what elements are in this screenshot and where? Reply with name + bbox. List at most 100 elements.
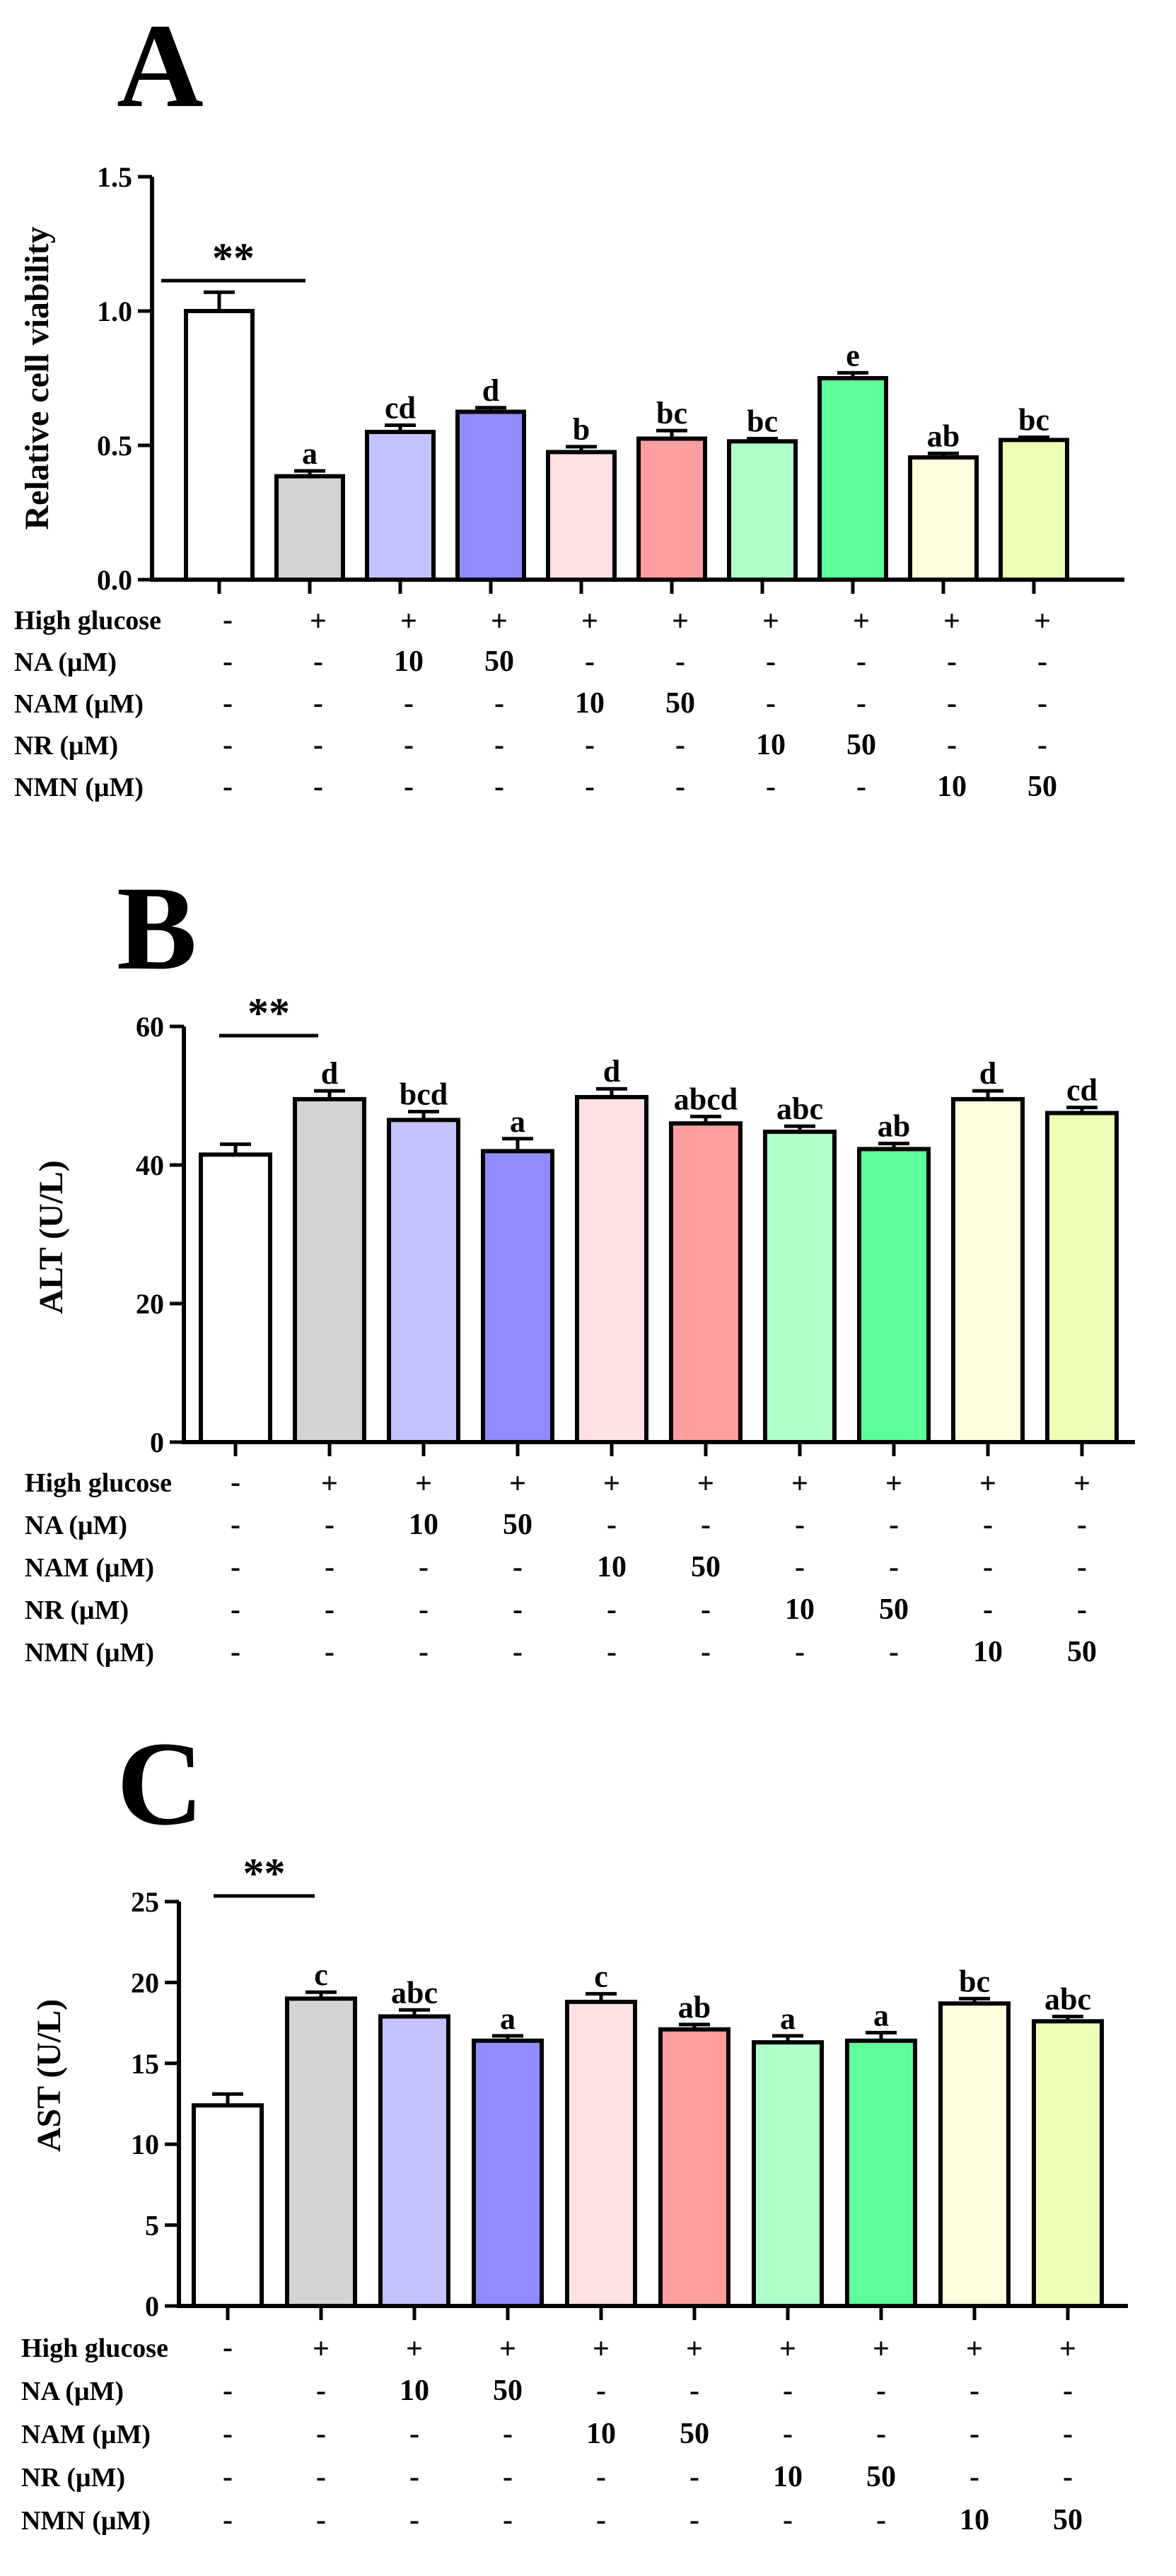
treatment-cell: + [1034, 605, 1051, 638]
treatment-cell: - [701, 1593, 711, 1626]
treatment-cell: + [1059, 2333, 1076, 2365]
bar [274, 474, 345, 582]
treatment-row-label: NA (μM) [14, 648, 117, 677]
treatment-row-label: High glucose [21, 2334, 168, 2363]
bar [908, 455, 979, 582]
treatment-cell: - [503, 2504, 513, 2536]
treatment-cell: - [494, 687, 504, 720]
panel-b-treatment-table: High glucose - + + + + + + + + + NA (μM) - - 10 50 - - - - -… [25, 1466, 1097, 1668]
treatment-cell: + [873, 2333, 890, 2365]
treatment-cell: + [509, 1468, 526, 1500]
bar [817, 376, 888, 582]
treatment-cell: - [223, 2375, 233, 2407]
treatment-cell: - [607, 1593, 617, 1626]
treatment-cell: + [686, 2333, 703, 2365]
treatment-cell: 50 [879, 1593, 909, 1626]
panel-a-ylabel: Relative cell viability [18, 226, 56, 529]
treatment-cell: - [856, 687, 866, 720]
treatment-cell: 10 [597, 1551, 627, 1583]
treatment-cell: - [223, 771, 233, 803]
treatment-cell: 10 [773, 2461, 803, 2493]
treatment-cell: - [231, 1551, 240, 1583]
significance-letter: ab [878, 1109, 910, 1144]
treatment-cell: + [966, 2333, 983, 2365]
treatment-cell: - [876, 2418, 886, 2450]
treatment-cell: - [856, 645, 866, 678]
treatment-cell: - [325, 1509, 334, 1541]
significance-letter: bc [1018, 403, 1049, 438]
treatment-cell: - [494, 729, 504, 761]
bar [951, 1096, 1025, 1445]
y-tick-label: 20 [136, 1288, 164, 1320]
panel-a-label: A [117, 0, 204, 132]
y-tick-label: 1.5 [97, 161, 132, 193]
treatment-cell: - [313, 771, 323, 803]
treatment-cell: - [513, 1551, 523, 1583]
y-tick-label: 40 [136, 1149, 164, 1181]
significance-letter: d [482, 373, 499, 408]
treatment-row-label: NAM (μM) [14, 689, 144, 719]
panel-a: A Relative cell viability 0.0 0.5 1.0 1.5 a… [14, 0, 1124, 803]
treatment-cell: - [313, 645, 323, 678]
treatment-row-label: NMN (μM) [21, 2506, 151, 2536]
significance-letter: cd [1066, 1073, 1098, 1108]
significance-letter: abc [776, 1091, 823, 1126]
treatment-cell: - [1077, 1509, 1087, 1541]
significance-letter: cd [385, 391, 416, 426]
panel-a-treatment-table: High glucose - + + + + + + + + + NA (μM) - - 10 50 - - - - -… [14, 604, 1057, 803]
treatment-cell: 10 [973, 1636, 1003, 1668]
significance-letter: bc [747, 404, 778, 439]
bar [575, 1094, 648, 1444]
treatment-cell: - [876, 2504, 886, 2536]
bar [378, 2014, 450, 2308]
significance-letter: b [573, 412, 590, 447]
treatment-cell: - [223, 2504, 233, 2536]
significance-letter: d [603, 1054, 620, 1089]
treatment-cell: - [419, 1636, 429, 1668]
treatment-cell: - [231, 1636, 240, 1668]
treatment-cell: + [853, 605, 870, 638]
treatment-cell: - [783, 2504, 793, 2536]
treatment-cell: + [603, 1468, 620, 1500]
treatment-cell: - [983, 1593, 993, 1626]
treatment-cell: 10 [756, 729, 786, 761]
treatment-cell: + [762, 605, 779, 638]
y-tick-label: 0.5 [97, 430, 132, 462]
treatment-cell: - [503, 2418, 513, 2450]
treatment-cell: - [1037, 687, 1047, 720]
treatment-cell: - [701, 1636, 711, 1668]
significance-letter: a [500, 2001, 516, 2036]
treatment-cell: 10 [575, 687, 605, 720]
treatment-cell: 50 [503, 1509, 532, 1541]
panel-c-ylabel: AST (U/L) [30, 1999, 68, 2153]
treatment-cell: - [876, 2375, 886, 2407]
bar [669, 1121, 743, 1444]
significance-letter: c [594, 1959, 608, 1994]
significance-letter: c [314, 1957, 328, 1992]
treatment-row-label: High glucose [25, 1468, 172, 1498]
significance-letter: bc [656, 396, 687, 431]
treatment-cell: + [593, 2333, 610, 2365]
treatment-cell: - [889, 1551, 899, 1583]
treatment-cell: 50 [846, 729, 876, 761]
treatment-cell: - [223, 2331, 233, 2364]
bar [184, 309, 255, 582]
bar [472, 2038, 544, 2309]
significance-stars: ** [248, 990, 290, 1036]
treatment-cell: + [779, 2333, 796, 2365]
treatment-cell: 10 [409, 1509, 438, 1541]
treatment-row-label: NA (μM) [21, 2377, 124, 2406]
treatment-cell: - [419, 1551, 429, 1583]
treatment-cell: + [1073, 1468, 1090, 1500]
treatment-cell: - [596, 2375, 606, 2407]
significance-letter: ab [678, 1990, 711, 2025]
y-tick-label: 60 [136, 1011, 164, 1043]
treatment-cell: - [409, 2504, 419, 2536]
treatment-cell: + [406, 2333, 423, 2365]
panel-b-label: B [117, 862, 197, 995]
treatment-cell: - [596, 2504, 606, 2536]
treatment-cell: 10 [394, 645, 424, 678]
treatment-row-label: NR (μM) [21, 2463, 125, 2493]
treatment-cell: - [607, 1509, 617, 1541]
